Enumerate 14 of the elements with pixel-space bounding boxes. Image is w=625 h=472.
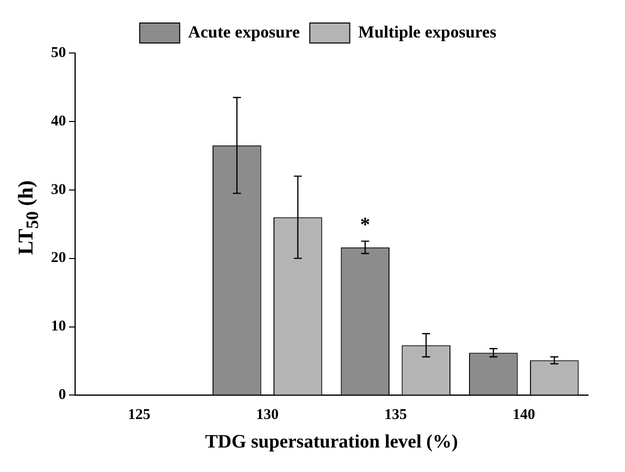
y-tick-label: 20 [51,250,66,266]
annotation: * [360,214,370,236]
legend-label: Acute exposure [188,22,300,42]
legend-label: Multiple exposures [358,22,497,42]
y-tick-label: 10 [51,318,66,335]
y-tick-label: 0 [58,387,66,404]
x-tick-label: 135 [384,407,407,424]
y-tick-label: 40 [51,113,66,130]
x-tick-label: 140 [512,407,536,424]
y-tick-label: 50 [51,44,66,61]
y-tick-label: 30 [51,182,66,198]
x-axis-title: TDG supersaturation level (%) [205,432,458,453]
x-tick-label: 130 [256,407,279,424]
x-tick-label: 125 [128,407,150,424]
